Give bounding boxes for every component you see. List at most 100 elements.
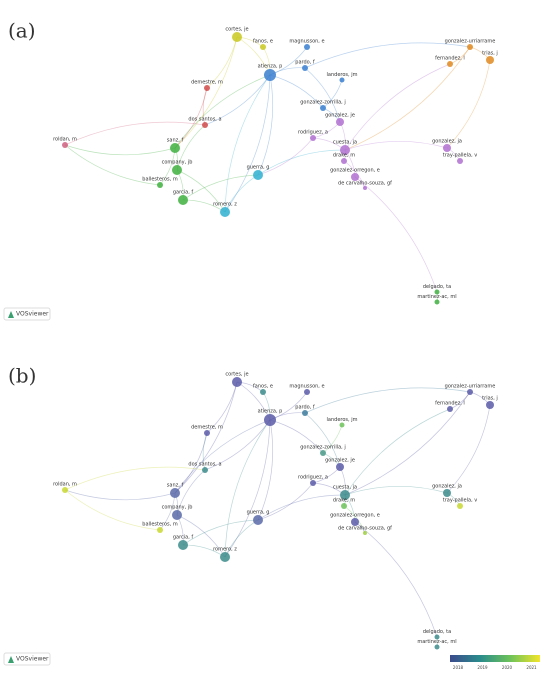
node-label: garcia, f (173, 190, 194, 196)
node (341, 158, 347, 164)
node-label: magnusson, e (289, 384, 324, 390)
node (457, 158, 463, 164)
node-label: trias, j (482, 396, 498, 402)
node (157, 527, 163, 533)
node-label: dos santos, a (188, 117, 221, 123)
edge (446, 59, 491, 149)
node-label: rodriguez, a (298, 475, 328, 481)
edge (224, 74, 271, 213)
node-label: guerra, g (247, 165, 270, 171)
node-label: pardo, f (295, 405, 315, 411)
node (363, 531, 367, 535)
edge (174, 74, 271, 149)
node (434, 644, 440, 650)
edge (64, 144, 161, 186)
colorbar-tick-label: 2021 (526, 665, 537, 670)
edge (202, 432, 208, 471)
edge (257, 482, 314, 521)
node (447, 406, 453, 412)
edge (304, 412, 341, 468)
node (302, 410, 308, 416)
node (310, 480, 316, 486)
node-label: cuesta, ja (333, 485, 357, 491)
edge (304, 42, 471, 69)
node (310, 135, 316, 141)
node (253, 170, 263, 180)
node (434, 289, 440, 295)
node (443, 489, 451, 497)
edge (202, 87, 208, 126)
node (204, 430, 210, 436)
node-label: demestre, m (191, 80, 223, 86)
edge (344, 408, 451, 496)
node-label: cortes, je (225, 372, 248, 378)
node-label: gonzalez-orregon, e (330, 513, 380, 519)
node (443, 144, 451, 152)
node-label: landeros, jm (327, 417, 358, 423)
edge (176, 514, 226, 558)
colorbar-tick-label: 2020 (502, 665, 513, 670)
edge (206, 381, 238, 434)
node-label: sanz, f (167, 138, 184, 144)
edge (304, 387, 471, 414)
node-label: pardo, f (295, 60, 315, 66)
node-label: martinez-ac, ml (417, 639, 456, 645)
node (351, 173, 359, 181)
edge (174, 419, 271, 494)
edge (176, 169, 226, 213)
edge (354, 176, 438, 293)
node (304, 389, 310, 395)
node-label: romero, z (213, 547, 237, 553)
node (486, 401, 494, 409)
node (170, 143, 180, 153)
node-label: de carvalho-souza, gf (338, 526, 392, 532)
edge (182, 174, 259, 201)
node-label: gonzalez, ja (432, 139, 462, 145)
node-label: atienza, p (258, 64, 283, 70)
node-label: dos santos, a (188, 462, 221, 468)
colorbar (450, 655, 540, 662)
node (341, 503, 347, 509)
node (447, 61, 453, 67)
node (304, 44, 310, 50)
node (336, 463, 344, 471)
node (260, 389, 266, 395)
logo-box (3, 307, 51, 321)
node-label: delgado, ta (423, 629, 451, 635)
node-label: fanos, e (253, 39, 273, 45)
node (340, 145, 350, 155)
node-label: martinez-ac, ml (417, 294, 456, 300)
node-label: de carvalho-souza, gf (338, 181, 392, 187)
edge (174, 381, 238, 494)
node (351, 518, 359, 526)
node-label: roldan, m (53, 482, 77, 488)
edge (64, 489, 176, 501)
edge (257, 137, 314, 176)
node-label: gonzalez-zorrilla, j (300, 100, 346, 106)
edge (344, 391, 471, 496)
node-label: cuesta, ja (333, 140, 357, 146)
node-label: roldan, m (53, 137, 77, 143)
node (340, 490, 350, 500)
node (170, 488, 180, 498)
logo-text: VOSviewer (16, 311, 49, 318)
logo-text: VOSviewer (16, 656, 49, 663)
node-label: sanz, f (167, 483, 184, 489)
node-label: atienza, p (258, 409, 283, 415)
node-label: demestre, m (191, 425, 223, 431)
edge (174, 87, 208, 149)
node-label: gonzalez-urriarrame (445, 39, 496, 45)
node (202, 467, 208, 473)
node (178, 195, 188, 205)
node-label: drake, m (333, 153, 355, 159)
node (62, 487, 68, 493)
node (172, 510, 182, 520)
node (457, 503, 463, 509)
edge (224, 419, 271, 558)
node-label: ballesteros, m (142, 522, 178, 528)
edge (257, 494, 346, 521)
edge (206, 36, 238, 89)
edge (224, 74, 271, 213)
edge (257, 149, 346, 176)
node (220, 552, 230, 562)
